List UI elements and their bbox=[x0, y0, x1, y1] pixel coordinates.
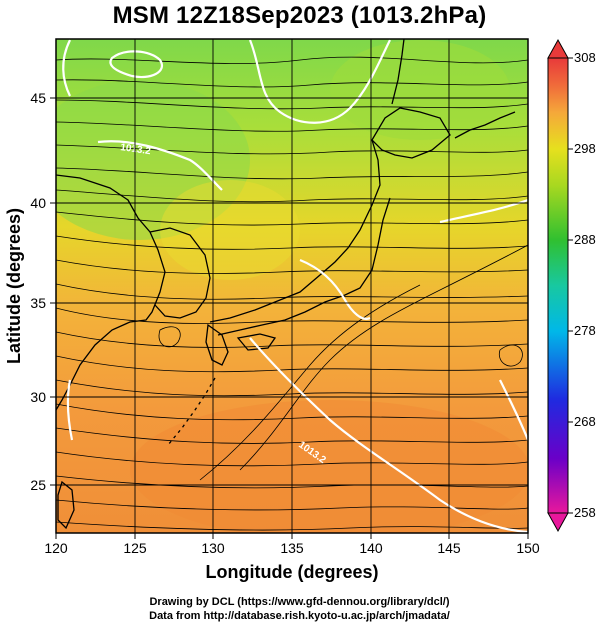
isobar-contours bbox=[62, 39, 528, 533]
x-tick-label: 125 bbox=[123, 540, 147, 556]
axis-ticks bbox=[50, 97, 529, 539]
colorbar-tick-label: 308 bbox=[574, 50, 596, 65]
korea-coast bbox=[149, 227, 211, 319]
colorbar-tick-label: 268 bbox=[574, 414, 596, 429]
y-tick-label: 30 bbox=[30, 389, 46, 405]
credit-data: Data from http://database.rish.kyoto-u.a… bbox=[149, 610, 450, 622]
y-tick-label: 40 bbox=[30, 195, 46, 211]
colorbar-max-arrow bbox=[547, 38, 569, 59]
sakhalin-coast bbox=[391, 39, 405, 105]
x-tick-label: 130 bbox=[201, 540, 225, 556]
colorbar-tick-label: 258 bbox=[574, 505, 596, 520]
colorbar-tick-label: 298 bbox=[574, 141, 596, 156]
x-tick-label: 140 bbox=[359, 540, 383, 556]
x-tick-label: 120 bbox=[44, 540, 68, 556]
colorbar-tick-label: 278 bbox=[574, 323, 596, 338]
credit-drawing: Drawing by DCL (https://www.gfd-dennou.o… bbox=[149, 596, 450, 608]
map-title: MSM 12Z18Sep2023 (1013.2hPa) bbox=[112, 2, 487, 29]
lat-lon-grid bbox=[56, 39, 528, 533]
field-shading-patches bbox=[56, 40, 528, 533]
y-tick-label: 45 bbox=[30, 90, 46, 106]
kyushu-coast bbox=[205, 323, 229, 366]
y-tick-label: 35 bbox=[30, 295, 46, 311]
y-axis-label: Latitude (degrees) bbox=[4, 208, 24, 364]
shikoku-coast bbox=[236, 333, 277, 351]
y-tick-label: 25 bbox=[30, 477, 46, 493]
colorbar-min-arrow bbox=[547, 512, 569, 533]
colorbar-tick-label: 288 bbox=[574, 232, 596, 247]
honshu-south-coast bbox=[217, 197, 391, 336]
taiwan-coast bbox=[57, 480, 75, 530]
wind-streamlines bbox=[56, 56, 528, 531]
hokkaido-coast bbox=[371, 107, 451, 159]
colorbar-gradient bbox=[547, 57, 569, 514]
ryukyu-islands bbox=[167, 377, 216, 446]
x-tick-label: 150 bbox=[516, 540, 540, 556]
x-tick-label: 145 bbox=[437, 540, 461, 556]
colorbar: 308 298 288 278 268 258 bbox=[547, 38, 596, 533]
kuril-islands bbox=[454, 111, 516, 139]
asia-mainland-coast bbox=[56, 174, 166, 411]
honshu-coast bbox=[209, 139, 381, 323]
x-axis-label: Longitude (degrees) bbox=[205, 562, 378, 582]
contour-label: 1013.2 bbox=[120, 142, 152, 157]
x-tick-label: 135 bbox=[280, 540, 304, 556]
coastlines bbox=[56, 39, 516, 530]
